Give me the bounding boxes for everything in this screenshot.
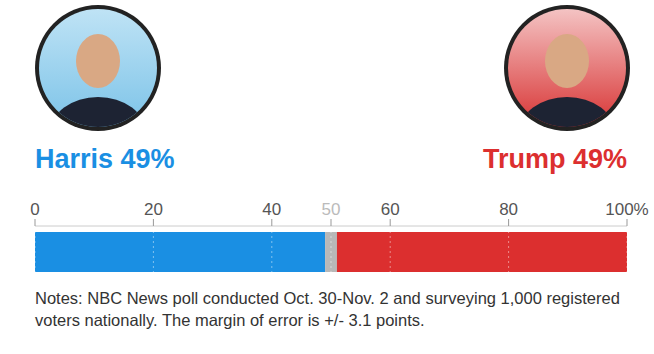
svg-text:20: 20 [144, 200, 163, 219]
svg-text:50: 50 [322, 200, 341, 219]
html-text:Harris 49%: Harris 49% [35, 144, 175, 174]
svg-text:80: 80 [499, 200, 518, 219]
svg-text:60: 60 [381, 200, 400, 219]
svg-text:0: 0 [30, 200, 39, 219]
svg-text:40: 40 [262, 200, 281, 219]
svg-text:100%: 100% [605, 200, 648, 219]
html-text:Notes: NBC News poll conducted: Notes: NBC News poll conducted Oct. 30-N… [35, 289, 620, 329]
html-text:Trump 49%: Trump 49% [483, 144, 627, 174]
